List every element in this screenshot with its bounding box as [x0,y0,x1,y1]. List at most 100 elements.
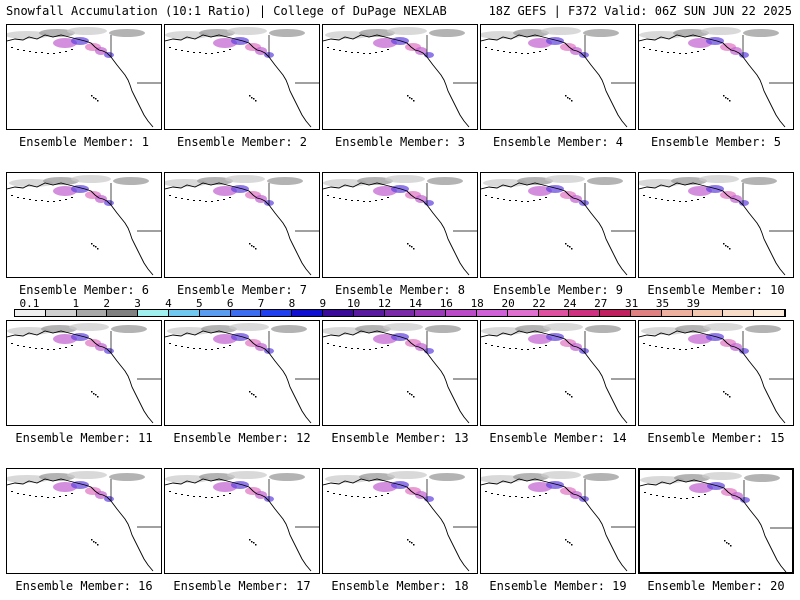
island [357,52,359,53]
colorbar-label: 16 [439,297,453,310]
snow-area [744,474,780,482]
colorbar-label: 6 [226,297,234,310]
island [333,493,335,494]
island [728,543,730,545]
ensemble-panel-11 [6,320,162,426]
island [187,51,189,52]
island [661,199,663,200]
island [249,243,251,245]
ensemble-member-label: Ensemble Member: 3 [334,135,466,149]
island [255,544,257,546]
colorbar-label: 2 [103,297,110,310]
island [381,51,383,52]
island [29,347,31,348]
snow-area [213,334,237,344]
snow-area [227,471,267,479]
snow-area [528,334,552,344]
island [53,497,55,498]
island [661,347,663,348]
island [339,50,341,51]
colorbar-swatch [168,310,200,316]
island [97,100,99,102]
snow-area [541,27,581,35]
island [485,195,487,196]
island [571,100,573,102]
snow-area [271,325,307,333]
island [485,47,487,48]
island [703,345,705,346]
island [351,496,353,497]
snow-area [707,482,725,490]
island [255,100,257,102]
ensemble-member-label: Ensemble Member: 16 [15,579,153,593]
island [381,199,383,200]
island [491,493,493,494]
island [655,346,657,347]
island [363,201,365,202]
island [661,51,663,52]
ensemble-member-label: Ensemble Member: 9 [492,283,624,297]
island [251,393,253,395]
coastline [639,330,786,424]
snow-area [197,177,233,185]
snow-area [745,325,781,333]
island [59,200,61,201]
island [339,346,341,347]
snow-area [743,29,779,37]
island [47,53,49,54]
island [169,47,171,48]
island [17,49,19,50]
ensemble-panel-12 [164,320,320,426]
island [569,542,571,544]
snow-area [165,179,207,187]
island [217,496,219,497]
island [375,496,377,497]
island [91,539,93,541]
island [533,496,535,497]
island [674,497,676,498]
island [723,391,725,393]
island [691,348,693,349]
island [571,248,573,250]
island [369,201,371,202]
island [725,393,727,395]
island [223,495,225,496]
snow-area [415,343,427,351]
snow-area [583,29,619,37]
snow-area [583,473,619,481]
snow-area [373,186,397,196]
island [93,393,95,395]
snow-area [41,325,77,333]
island [333,197,335,198]
island [255,248,257,250]
island [35,348,37,349]
island [97,396,99,398]
ensemble-panel-6 [6,172,162,278]
map-16 [7,471,161,572]
colorbar-swatch [754,310,785,316]
snow-area [541,471,581,479]
island [187,199,189,200]
colorbar-label: 3 [134,297,141,310]
island [565,243,567,245]
island [97,248,99,250]
island [253,98,255,100]
colorbar-swatch [507,310,539,316]
coastline [7,34,154,128]
island [407,243,409,245]
snow-area [387,471,427,479]
island [53,53,55,54]
map-1 [7,27,161,128]
ensemble-member-label: Ensemble Member: 5 [650,135,782,149]
ensemble-member-label: Ensemble Member: 19 [489,579,627,593]
snow-area [53,38,77,48]
island [497,198,499,199]
island [691,52,693,53]
island [703,197,705,198]
snow-area [199,29,235,37]
snow-area [415,47,427,55]
colorbar-label: 18 [470,297,484,310]
island [193,52,195,53]
island [229,493,231,494]
island [339,494,341,495]
